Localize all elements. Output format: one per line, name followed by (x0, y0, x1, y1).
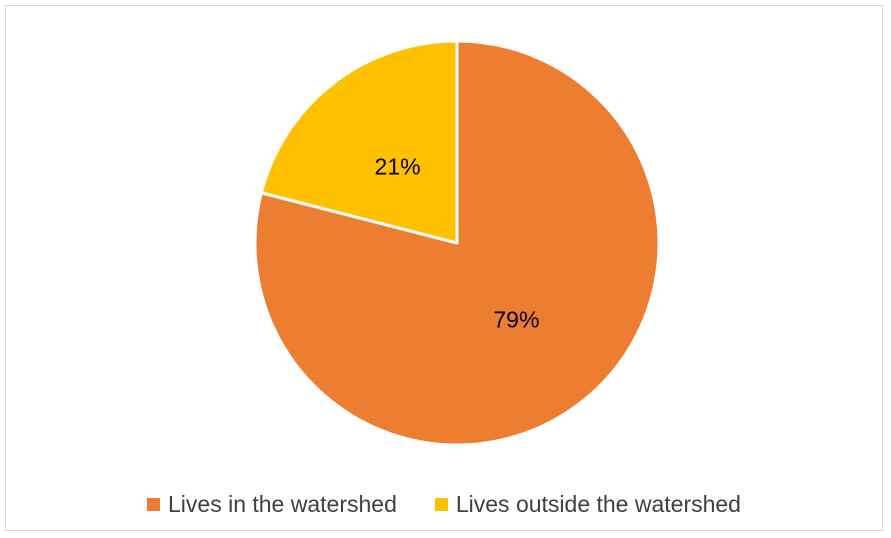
legend-item-lives-in: Lives in the watershed (147, 491, 397, 518)
data-label-lives-in: 79% (493, 307, 539, 333)
pie-chart: 79% 21% (253, 39, 661, 447)
legend-label-lives-in: Lives in the watershed (168, 491, 397, 517)
pie-slices (253, 39, 661, 447)
legend-swatch-lives-in (147, 498, 160, 511)
pie-slice-lives-outside (259, 39, 459, 245)
legend-item-lives-outside: Lives outside the watershed (434, 491, 741, 518)
pie-labels: 79% 21% (375, 153, 540, 332)
chart-frame: 79% 21% Lives in the watershed Lives outs… (5, 5, 883, 531)
legend: Lives in the watershed Lives outside the… (6, 491, 882, 518)
legend-label-lives-outside: Lives outside the watershed (455, 491, 741, 517)
legend-swatch-lives-outside (434, 498, 448, 511)
data-label-lives-outside: 21% (375, 153, 421, 179)
